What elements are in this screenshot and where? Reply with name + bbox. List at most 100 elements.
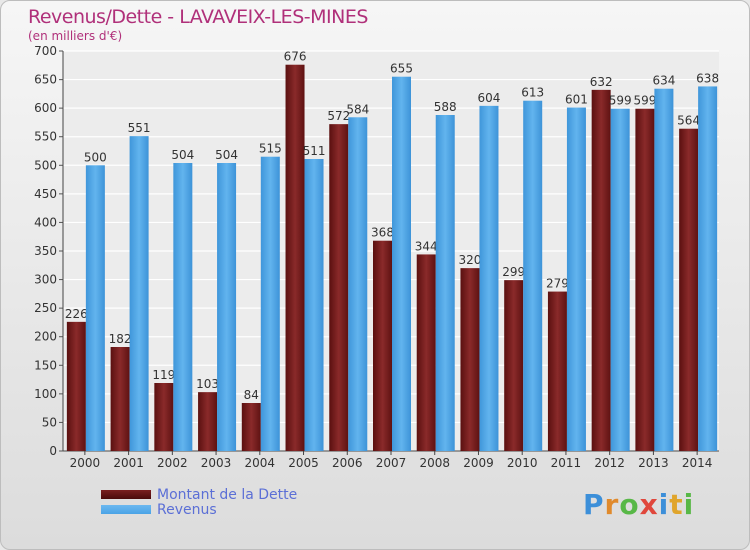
data-label-revenus: 601	[565, 93, 588, 107]
x-tick-label: 2000	[70, 456, 101, 470]
data-label-revenus: 515	[259, 142, 282, 156]
y-tick-label: 300	[34, 273, 57, 287]
bar-dette	[373, 240, 392, 451]
legend-item-dette: Montant de la Dette	[101, 486, 298, 503]
x-tick-label: 2003	[201, 456, 232, 470]
bar-revenus	[523, 100, 543, 451]
data-label-dette: 344	[415, 239, 438, 253]
bar-revenus	[392, 76, 411, 451]
legend: Montant de la Dette Revenus	[101, 486, 298, 518]
x-tick-label: 2005	[288, 456, 319, 470]
data-label-dette: 599	[633, 94, 656, 108]
logo-letter: x	[639, 488, 659, 521]
x-tick-label: 2010	[507, 456, 538, 470]
legend-label-dette: Montant de la Dette	[157, 486, 298, 503]
bar-dette	[591, 89, 611, 451]
y-tick-label: 550	[34, 130, 57, 144]
y-tick-label: 700	[34, 44, 57, 58]
bar-dette	[198, 392, 218, 451]
data-label-revenus: 634	[652, 74, 675, 88]
bar-revenus	[435, 115, 455, 451]
x-tick-label: 2001	[113, 456, 144, 470]
bar-revenus	[479, 105, 499, 451]
data-label-dette: 103	[196, 377, 219, 391]
data-label-dette: 182	[109, 332, 132, 346]
logo-letter: i	[683, 488, 695, 521]
bar-dette	[154, 383, 174, 451]
data-label-revenus: 504	[171, 148, 194, 162]
bar-dette	[110, 347, 130, 451]
y-tick-label: 0	[49, 444, 57, 458]
data-label-revenus: 588	[434, 100, 457, 114]
bar-dette	[460, 268, 480, 451]
bar-revenus	[129, 136, 149, 451]
logo-letter: r	[604, 488, 620, 521]
data-label-dette: 226	[65, 307, 88, 321]
data-label-dette: 299	[502, 265, 525, 279]
data-label-revenus: 613	[521, 86, 544, 100]
x-tick-label: 2009	[463, 456, 494, 470]
bar-dette	[547, 291, 567, 451]
y-tick-label: 150	[34, 358, 57, 372]
logo-letter: P	[583, 488, 605, 521]
data-label-revenus: 500	[84, 150, 107, 164]
bar-revenus	[260, 156, 280, 451]
bar-dette	[285, 64, 305, 451]
bar-dette	[329, 124, 349, 452]
y-tick-label: 100	[34, 387, 57, 401]
bar-revenus	[566, 107, 586, 452]
y-tick-label: 600	[34, 101, 57, 115]
legend-swatch-revenus	[101, 505, 151, 514]
data-label-dette: 279	[546, 277, 569, 291]
y-tick-label: 400	[34, 215, 57, 229]
data-label-revenus: 504	[215, 148, 238, 162]
x-tick-label: 2014	[682, 456, 713, 470]
bar-revenus	[654, 88, 674, 451]
bar-dette	[504, 280, 524, 451]
data-label-revenus: 599	[609, 94, 632, 108]
logo-letter: t	[669, 488, 684, 521]
bar-dette	[66, 321, 86, 451]
bar-revenus	[217, 163, 237, 451]
chart-subtitle: (en milliers d'€)	[28, 29, 123, 43]
proxiti-logo: Proxiti	[583, 488, 694, 521]
bar-dette	[679, 128, 699, 451]
data-label-revenus: 655	[390, 62, 413, 76]
x-tick-label: 2012	[594, 456, 625, 470]
chart-title: Revenus/Dette - LAVAVEIX-LES-MINES	[28, 6, 368, 28]
bar-revenus	[348, 117, 368, 452]
x-tick-label: 2007	[376, 456, 407, 470]
data-label-dette: 84	[244, 388, 259, 402]
bar-revenus	[610, 108, 630, 451]
legend-label-revenus: Revenus	[157, 501, 217, 518]
y-tick-label: 250	[34, 301, 57, 315]
y-tick-label: 350	[34, 244, 57, 258]
data-label-revenus: 638	[696, 71, 719, 85]
bar-revenus	[304, 159, 324, 451]
data-label-revenus: 604	[478, 91, 501, 105]
x-tick-label: 2002	[157, 456, 188, 470]
y-tick-label: 500	[34, 158, 57, 172]
data-label-dette: 676	[284, 50, 307, 64]
data-label-revenus: 551	[128, 121, 151, 135]
x-tick-label: 2011	[551, 456, 582, 470]
bar-dette	[635, 108, 655, 451]
x-tick-label: 2013	[638, 456, 669, 470]
bar-revenus	[698, 86, 718, 451]
data-label-dette: 368	[371, 226, 394, 240]
logo-letter: o	[619, 488, 640, 521]
data-label-dette: 119	[152, 368, 175, 382]
y-tick-label: 650	[34, 73, 57, 87]
bar-dette	[241, 403, 261, 451]
y-tick-label: 50	[42, 415, 57, 429]
y-tick-label: 450	[34, 187, 57, 201]
data-label-dette: 572	[327, 109, 350, 123]
x-tick-label: 2008	[419, 456, 450, 470]
bar-dette	[416, 254, 436, 451]
data-label-revenus: 511	[303, 144, 326, 158]
legend-item-revenus: Revenus	[101, 501, 297, 518]
data-label-dette: 320	[459, 253, 482, 267]
data-label-dette: 632	[590, 75, 613, 89]
